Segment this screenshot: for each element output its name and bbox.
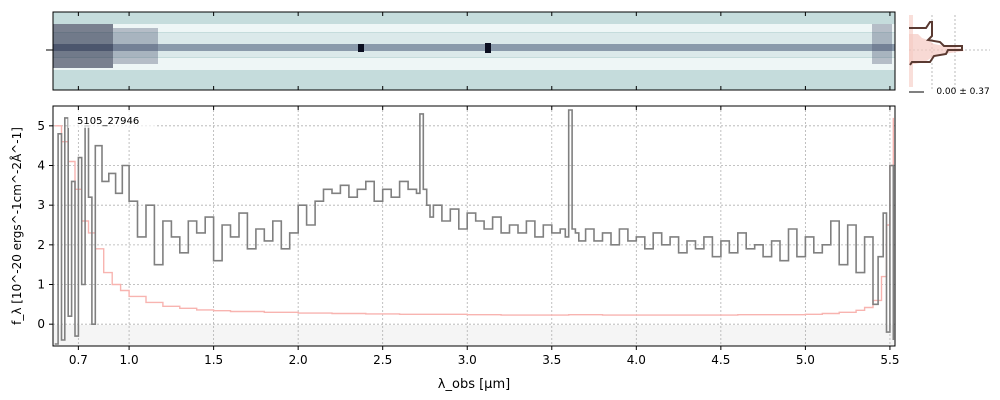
x-tick-label: 5.5: [880, 353, 899, 367]
series-group: [54, 109, 895, 345]
y-ticks: 0 1 2 3 4 5: [37, 119, 53, 331]
x-tick-label: 2.0: [289, 353, 308, 367]
y-tick-label: 5: [37, 119, 45, 133]
x-tick-label: 3.0: [458, 353, 477, 367]
y-axis-label: f_λ [10^-20 ergs^-1cm^-2Å^-1]: [9, 127, 24, 325]
y-tick-label: 2: [37, 238, 45, 252]
spectrum-2d-noisy-blue: [113, 28, 158, 64]
x-tick-label: 1.0: [120, 353, 139, 367]
series-flux: [54, 109, 895, 345]
object-label: 5105_27946: [77, 116, 139, 127]
plot-area: [53, 106, 895, 346]
x-tick-label: 3.5: [542, 353, 561, 367]
spectrum-1d-panel: 0.7 1.0 1.5 2.0 2.5 3.0 3.5 4.0 4.5 5.0 5.5 0 1 2 3 4 5…: [9, 105, 899, 392]
x-tick-label: 4.5: [711, 353, 730, 367]
x-tick-label: 2.5: [373, 353, 392, 367]
spectrum-2d-band-upper: [53, 24, 895, 32]
spectrum-2d-line-blob-1: [358, 44, 364, 52]
series-error: [54, 117, 894, 316]
y-tick-label: 3: [37, 198, 45, 212]
plot-frame: [52, 105, 896, 347]
profile-fill: [909, 34, 964, 64]
y-tick-label: 1: [37, 278, 45, 292]
spectrum-2d-band-lower: [53, 58, 895, 70]
x-tick-label: 5.0: [796, 353, 815, 367]
y-tick-label: 0: [37, 317, 45, 331]
y-tick-label: 4: [37, 159, 45, 173]
spectrum-2d-trace: [53, 44, 895, 51]
x-ticks: 0.7 1.0 1.5 2.0 2.5 3.0 3.5 4.0 4.5 5.0 5.5: [69, 106, 899, 367]
profile-line: [909, 21, 963, 66]
spectrum-2d-noisy-red: [872, 24, 892, 64]
spectrum-2d-panel: [46, 11, 896, 91]
spectrum-2d-line-blob-2: [485, 43, 491, 53]
x-tick-label: 1.5: [204, 353, 223, 367]
spectrum-2d-ticks: [46, 12, 891, 90]
object-label-box: [68, 110, 156, 128]
x-tick-label: 4.0: [627, 353, 646, 367]
x-tick-label: 0.7: [69, 353, 88, 367]
spectrum-2d-frame: [52, 11, 896, 91]
profile-label: 0.00 ± 0.37: [936, 87, 989, 97]
spectrum-2d-noisy-edge: [53, 24, 113, 68]
zero-shade: [53, 325, 895, 346]
x-axis-label: λ_obs [μm]: [438, 377, 510, 392]
profile-panel: 0.00 ± 0.37: [909, 15, 990, 97]
